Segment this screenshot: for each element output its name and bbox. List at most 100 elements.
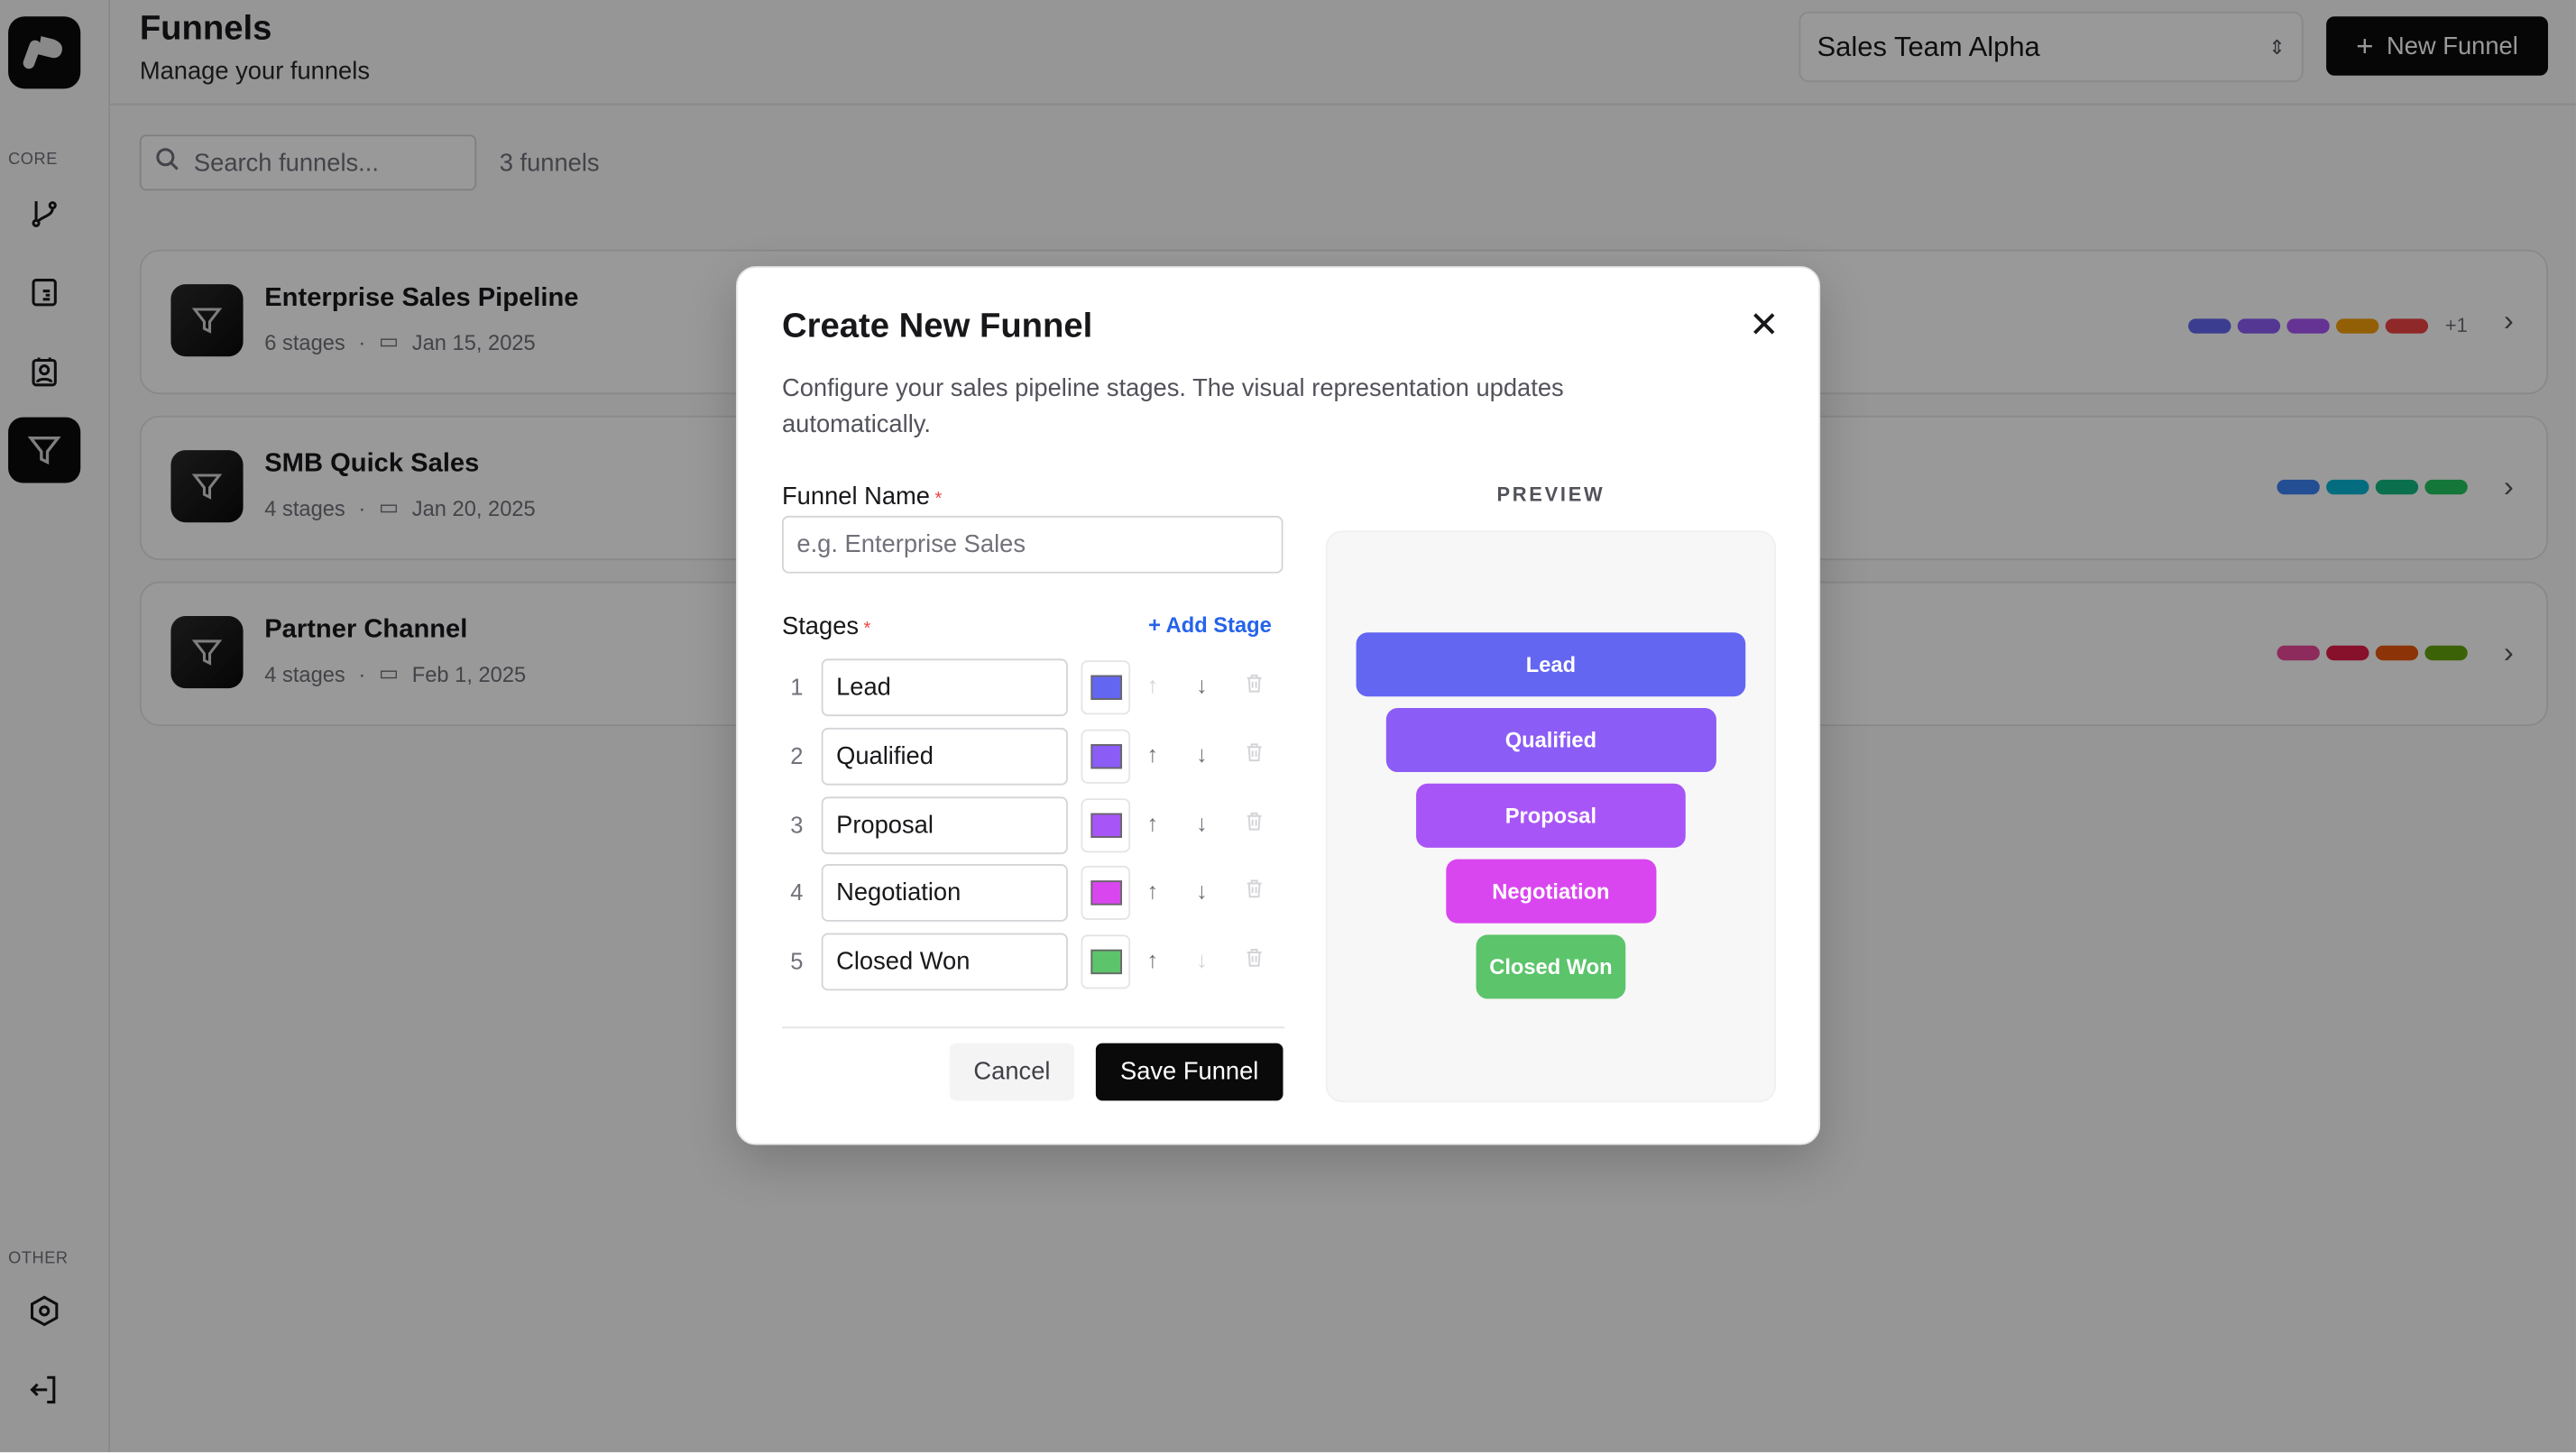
arrow-down-icon[interactable]: ↓ (1195, 809, 1208, 836)
funnel-date: Jan 20, 2025 (411, 495, 536, 520)
stage-color-pill (2326, 645, 2369, 661)
stage-color-pill (2375, 645, 2419, 661)
create-funnel-modal: Create New Funnel ✕ Configure your sales… (735, 266, 1821, 1145)
footer-divider (781, 1026, 1285, 1029)
calendar-icon: ▭ (378, 494, 400, 520)
section-label-other: OTHER (8, 1250, 69, 1269)
stage-color-pill (2386, 317, 2429, 333)
app-logo[interactable] (8, 16, 81, 89)
stage-color-pill (2277, 479, 2320, 495)
stage-color-pill (2286, 317, 2331, 333)
search-placeholder: Search funnels... (193, 148, 379, 177)
document-icon[interactable] (8, 260, 80, 326)
trash-icon[interactable] (1244, 878, 1265, 906)
stage-color-pill (2277, 645, 2320, 661)
more-stages-count: +1 (2444, 313, 2468, 337)
stage-number: 3 (790, 811, 804, 838)
save-funnel-button[interactable]: Save Funnel (1095, 1043, 1283, 1101)
arrow-down-icon[interactable]: ↓ (1195, 740, 1208, 768)
funnel-name: SMB Quick Sales (264, 450, 480, 479)
logout-icon[interactable] (8, 1356, 80, 1422)
team-select-value: Sales Team Alpha (1817, 30, 2040, 62)
preview-stage-bar: Qualified (1385, 708, 1716, 773)
arrow-down-icon[interactable]: ↓ (1195, 946, 1208, 973)
separator-dot: · (358, 495, 366, 520)
stage-count: 6 stages (264, 329, 345, 354)
modal-description: Configure your sales pipeline stages. Th… (781, 374, 1564, 439)
funnel-name-input[interactable] (781, 515, 1283, 574)
funnel-name: Partner Channel (264, 616, 468, 644)
stage-color-pill (2375, 479, 2419, 495)
funnel-icon (170, 616, 244, 689)
calendar-icon: ▭ (378, 328, 400, 354)
stage-row: 5 ↑ ↓ (782, 933, 1292, 993)
funnel-date: Jan 15, 2025 (411, 329, 536, 354)
modal-title: Create New Funnel (781, 307, 1093, 345)
preview-label: PREVIEW (1496, 483, 1605, 506)
chevron-right-icon[interactable]: › (2503, 469, 2514, 503)
stage-count: 4 stages (264, 495, 345, 520)
close-icon[interactable]: ✕ (1748, 303, 1780, 345)
arrow-up-icon[interactable]: ↑ (1146, 671, 1159, 699)
team-select[interactable]: Sales Team Alpha ⇕ (1799, 11, 2304, 83)
search-input[interactable]: Search funnels... (139, 134, 477, 191)
stage-color-picker[interactable] (1081, 729, 1131, 784)
stage-number: 2 (790, 741, 804, 769)
arrow-up-icon[interactable]: ↑ (1146, 946, 1159, 973)
stage-color-pill (2424, 645, 2468, 661)
funnel-icon (170, 284, 244, 357)
section-label-core: CORE (8, 151, 58, 170)
stage-name-input[interactable] (821, 727, 1068, 786)
chevron-right-icon[interactable]: › (2503, 635, 2514, 669)
arrow-down-icon[interactable]: ↓ (1195, 671, 1208, 699)
trash-icon[interactable] (1244, 672, 1265, 700)
preview-stage-bar: Lead (1356, 632, 1746, 697)
funnel-preview: Lead Qualified Proposal Negotiation Closed W… (1325, 530, 1776, 1103)
stage-name-input[interactable] (821, 864, 1068, 923)
stage-row: 2 ↑ ↓ (782, 727, 1292, 787)
cancel-button[interactable]: Cancel (949, 1043, 1075, 1101)
stages-label: Stages * (781, 612, 871, 641)
new-funnel-label: New Funnel (2387, 32, 2518, 60)
calendar-icon: ▭ (378, 660, 400, 685)
stage-number: 1 (790, 673, 804, 700)
add-stage-button[interactable]: + Add Stage (1148, 612, 1272, 638)
stage-name-input[interactable] (821, 795, 1068, 854)
stage-number: 5 (790, 948, 804, 975)
preview-stage-bar: Negotiation (1446, 859, 1656, 924)
page-title: Funnels (139, 9, 272, 48)
stage-color-pill (2424, 479, 2468, 495)
stage-name-input[interactable] (821, 933, 1068, 991)
arrow-down-icon[interactable]: ↓ (1195, 878, 1208, 905)
stage-color-pill (2238, 317, 2281, 333)
arrow-up-icon[interactable]: ↑ (1146, 878, 1159, 905)
trash-icon[interactable] (1244, 809, 1265, 837)
contact-badge-icon[interactable] (8, 338, 80, 404)
stage-row: 3 ↑ ↓ (782, 795, 1292, 856)
chevron-updown-icon: ⇕ (2268, 35, 2286, 59)
new-funnel-button[interactable]: + New Funnel (2326, 16, 2548, 76)
stage-color-picker[interactable] (1081, 934, 1131, 989)
git-branch-icon[interactable] (8, 180, 80, 246)
stage-color-picker[interactable] (1081, 797, 1131, 852)
trash-icon[interactable] (1244, 740, 1265, 768)
funnel-date: Feb 1, 2025 (411, 661, 527, 686)
chevron-right-icon[interactable]: › (2503, 303, 2514, 337)
stage-color-picker[interactable] (1081, 866, 1131, 921)
stage-number: 4 (790, 879, 804, 906)
trash-icon[interactable] (1244, 946, 1265, 974)
arrow-up-icon[interactable]: ↑ (1146, 740, 1159, 768)
preview-stage-bar: Proposal (1416, 783, 1686, 848)
stage-color-pill (2188, 317, 2232, 333)
stage-name-input[interactable] (821, 658, 1068, 717)
separator-dot: · (358, 661, 366, 686)
sidebar: CORE OTHER (0, 0, 111, 1453)
settings-hexagon-icon[interactable] (8, 1278, 80, 1344)
funnel-name-label: Funnel Name * (781, 483, 943, 511)
search-icon (154, 146, 180, 179)
arrow-up-icon[interactable]: ↑ (1146, 809, 1159, 836)
stage-color-picker[interactable] (1081, 660, 1131, 715)
stage-color-pill (2336, 317, 2379, 333)
funnel-name: Enterprise Sales Pipeline (264, 284, 579, 313)
funnel-icon[interactable] (8, 417, 81, 483)
